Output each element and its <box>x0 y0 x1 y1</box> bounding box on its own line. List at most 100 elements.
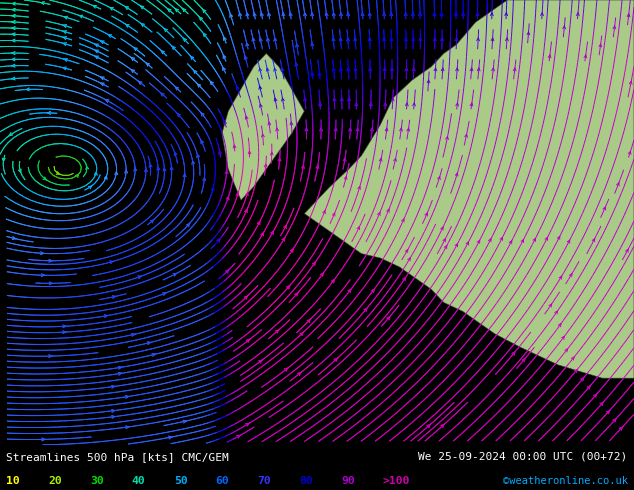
FancyArrowPatch shape <box>246 13 249 16</box>
FancyArrowPatch shape <box>126 426 129 429</box>
FancyArrowPatch shape <box>271 231 273 234</box>
FancyArrowPatch shape <box>157 167 160 170</box>
FancyArrowPatch shape <box>455 244 458 247</box>
FancyArrowPatch shape <box>94 56 98 59</box>
FancyArrowPatch shape <box>186 223 190 227</box>
Text: ©weatheronline.co.uk: ©weatheronline.co.uk <box>503 476 628 487</box>
FancyArrowPatch shape <box>11 77 15 80</box>
FancyArrowPatch shape <box>456 68 458 71</box>
FancyArrowPatch shape <box>160 93 164 96</box>
Text: 30: 30 <box>90 476 104 487</box>
FancyArrowPatch shape <box>282 13 285 16</box>
FancyArrowPatch shape <box>282 13 285 16</box>
FancyArrowPatch shape <box>75 174 79 177</box>
FancyArrowPatch shape <box>112 416 115 418</box>
FancyArrowPatch shape <box>316 166 319 169</box>
FancyArrowPatch shape <box>131 69 134 73</box>
FancyArrowPatch shape <box>305 128 308 131</box>
FancyArrowPatch shape <box>404 13 407 16</box>
FancyArrowPatch shape <box>105 176 107 179</box>
FancyArrowPatch shape <box>603 207 605 210</box>
FancyArrowPatch shape <box>43 177 47 180</box>
FancyArrowPatch shape <box>244 295 248 299</box>
FancyArrowPatch shape <box>505 38 508 41</box>
FancyArrowPatch shape <box>559 324 561 327</box>
FancyArrowPatch shape <box>477 38 479 41</box>
FancyArrowPatch shape <box>219 151 221 154</box>
FancyArrowPatch shape <box>545 237 548 241</box>
FancyArrowPatch shape <box>245 193 248 196</box>
FancyArrowPatch shape <box>226 197 229 200</box>
FancyArrowPatch shape <box>192 161 195 164</box>
FancyArrowPatch shape <box>115 172 118 174</box>
FancyArrowPatch shape <box>425 213 427 216</box>
FancyArrowPatch shape <box>245 193 248 196</box>
FancyArrowPatch shape <box>183 38 186 42</box>
FancyArrowPatch shape <box>627 14 630 17</box>
FancyArrowPatch shape <box>224 122 226 124</box>
FancyArrowPatch shape <box>226 197 229 200</box>
FancyArrowPatch shape <box>405 68 408 71</box>
FancyArrowPatch shape <box>361 13 364 16</box>
FancyArrowPatch shape <box>555 311 557 314</box>
FancyArrowPatch shape <box>126 24 129 27</box>
FancyArrowPatch shape <box>224 122 226 124</box>
FancyArrowPatch shape <box>408 258 410 261</box>
FancyArrowPatch shape <box>236 193 239 196</box>
FancyArrowPatch shape <box>413 103 415 106</box>
FancyArrowPatch shape <box>259 86 262 89</box>
FancyArrowPatch shape <box>11 39 15 42</box>
FancyArrowPatch shape <box>304 98 306 101</box>
FancyArrowPatch shape <box>197 83 200 87</box>
FancyArrowPatch shape <box>236 86 239 90</box>
FancyArrowPatch shape <box>259 86 262 89</box>
FancyArrowPatch shape <box>387 317 390 320</box>
FancyArrowPatch shape <box>576 13 579 16</box>
FancyArrowPatch shape <box>446 137 448 140</box>
FancyArrowPatch shape <box>100 41 104 44</box>
FancyArrowPatch shape <box>441 38 443 41</box>
FancyArrowPatch shape <box>567 240 570 243</box>
FancyArrowPatch shape <box>455 244 458 247</box>
FancyArrowPatch shape <box>390 38 393 41</box>
FancyArrowPatch shape <box>63 31 67 33</box>
FancyArrowPatch shape <box>318 73 321 76</box>
FancyArrowPatch shape <box>12 33 15 36</box>
FancyArrowPatch shape <box>126 395 129 398</box>
FancyArrowPatch shape <box>347 13 349 16</box>
FancyArrowPatch shape <box>210 82 213 85</box>
FancyArrowPatch shape <box>340 98 343 101</box>
FancyArrowPatch shape <box>274 98 277 101</box>
FancyArrowPatch shape <box>41 274 44 276</box>
FancyArrowPatch shape <box>557 236 560 240</box>
FancyArrowPatch shape <box>512 352 515 355</box>
FancyArrowPatch shape <box>434 38 436 41</box>
FancyArrowPatch shape <box>284 225 287 228</box>
FancyArrowPatch shape <box>174 152 177 155</box>
FancyArrowPatch shape <box>491 13 493 16</box>
FancyArrowPatch shape <box>48 111 51 114</box>
FancyArrowPatch shape <box>390 13 392 16</box>
FancyArrowPatch shape <box>571 357 574 360</box>
FancyArrowPatch shape <box>617 183 619 186</box>
FancyArrowPatch shape <box>63 67 66 70</box>
FancyArrowPatch shape <box>42 438 45 441</box>
FancyArrowPatch shape <box>246 43 249 46</box>
FancyArrowPatch shape <box>246 43 249 46</box>
FancyArrowPatch shape <box>347 98 351 101</box>
FancyArrowPatch shape <box>259 68 262 71</box>
FancyArrowPatch shape <box>150 220 154 223</box>
FancyArrowPatch shape <box>443 239 445 242</box>
FancyArrowPatch shape <box>559 276 562 279</box>
FancyArrowPatch shape <box>94 56 98 59</box>
FancyArrowPatch shape <box>521 240 524 243</box>
FancyArrowPatch shape <box>285 368 288 371</box>
FancyArrowPatch shape <box>226 270 230 273</box>
FancyArrowPatch shape <box>75 174 79 177</box>
FancyArrowPatch shape <box>354 68 357 71</box>
FancyArrowPatch shape <box>311 13 314 16</box>
FancyArrowPatch shape <box>132 334 135 336</box>
FancyArrowPatch shape <box>11 64 15 67</box>
FancyArrowPatch shape <box>354 38 357 41</box>
FancyArrowPatch shape <box>100 41 104 44</box>
